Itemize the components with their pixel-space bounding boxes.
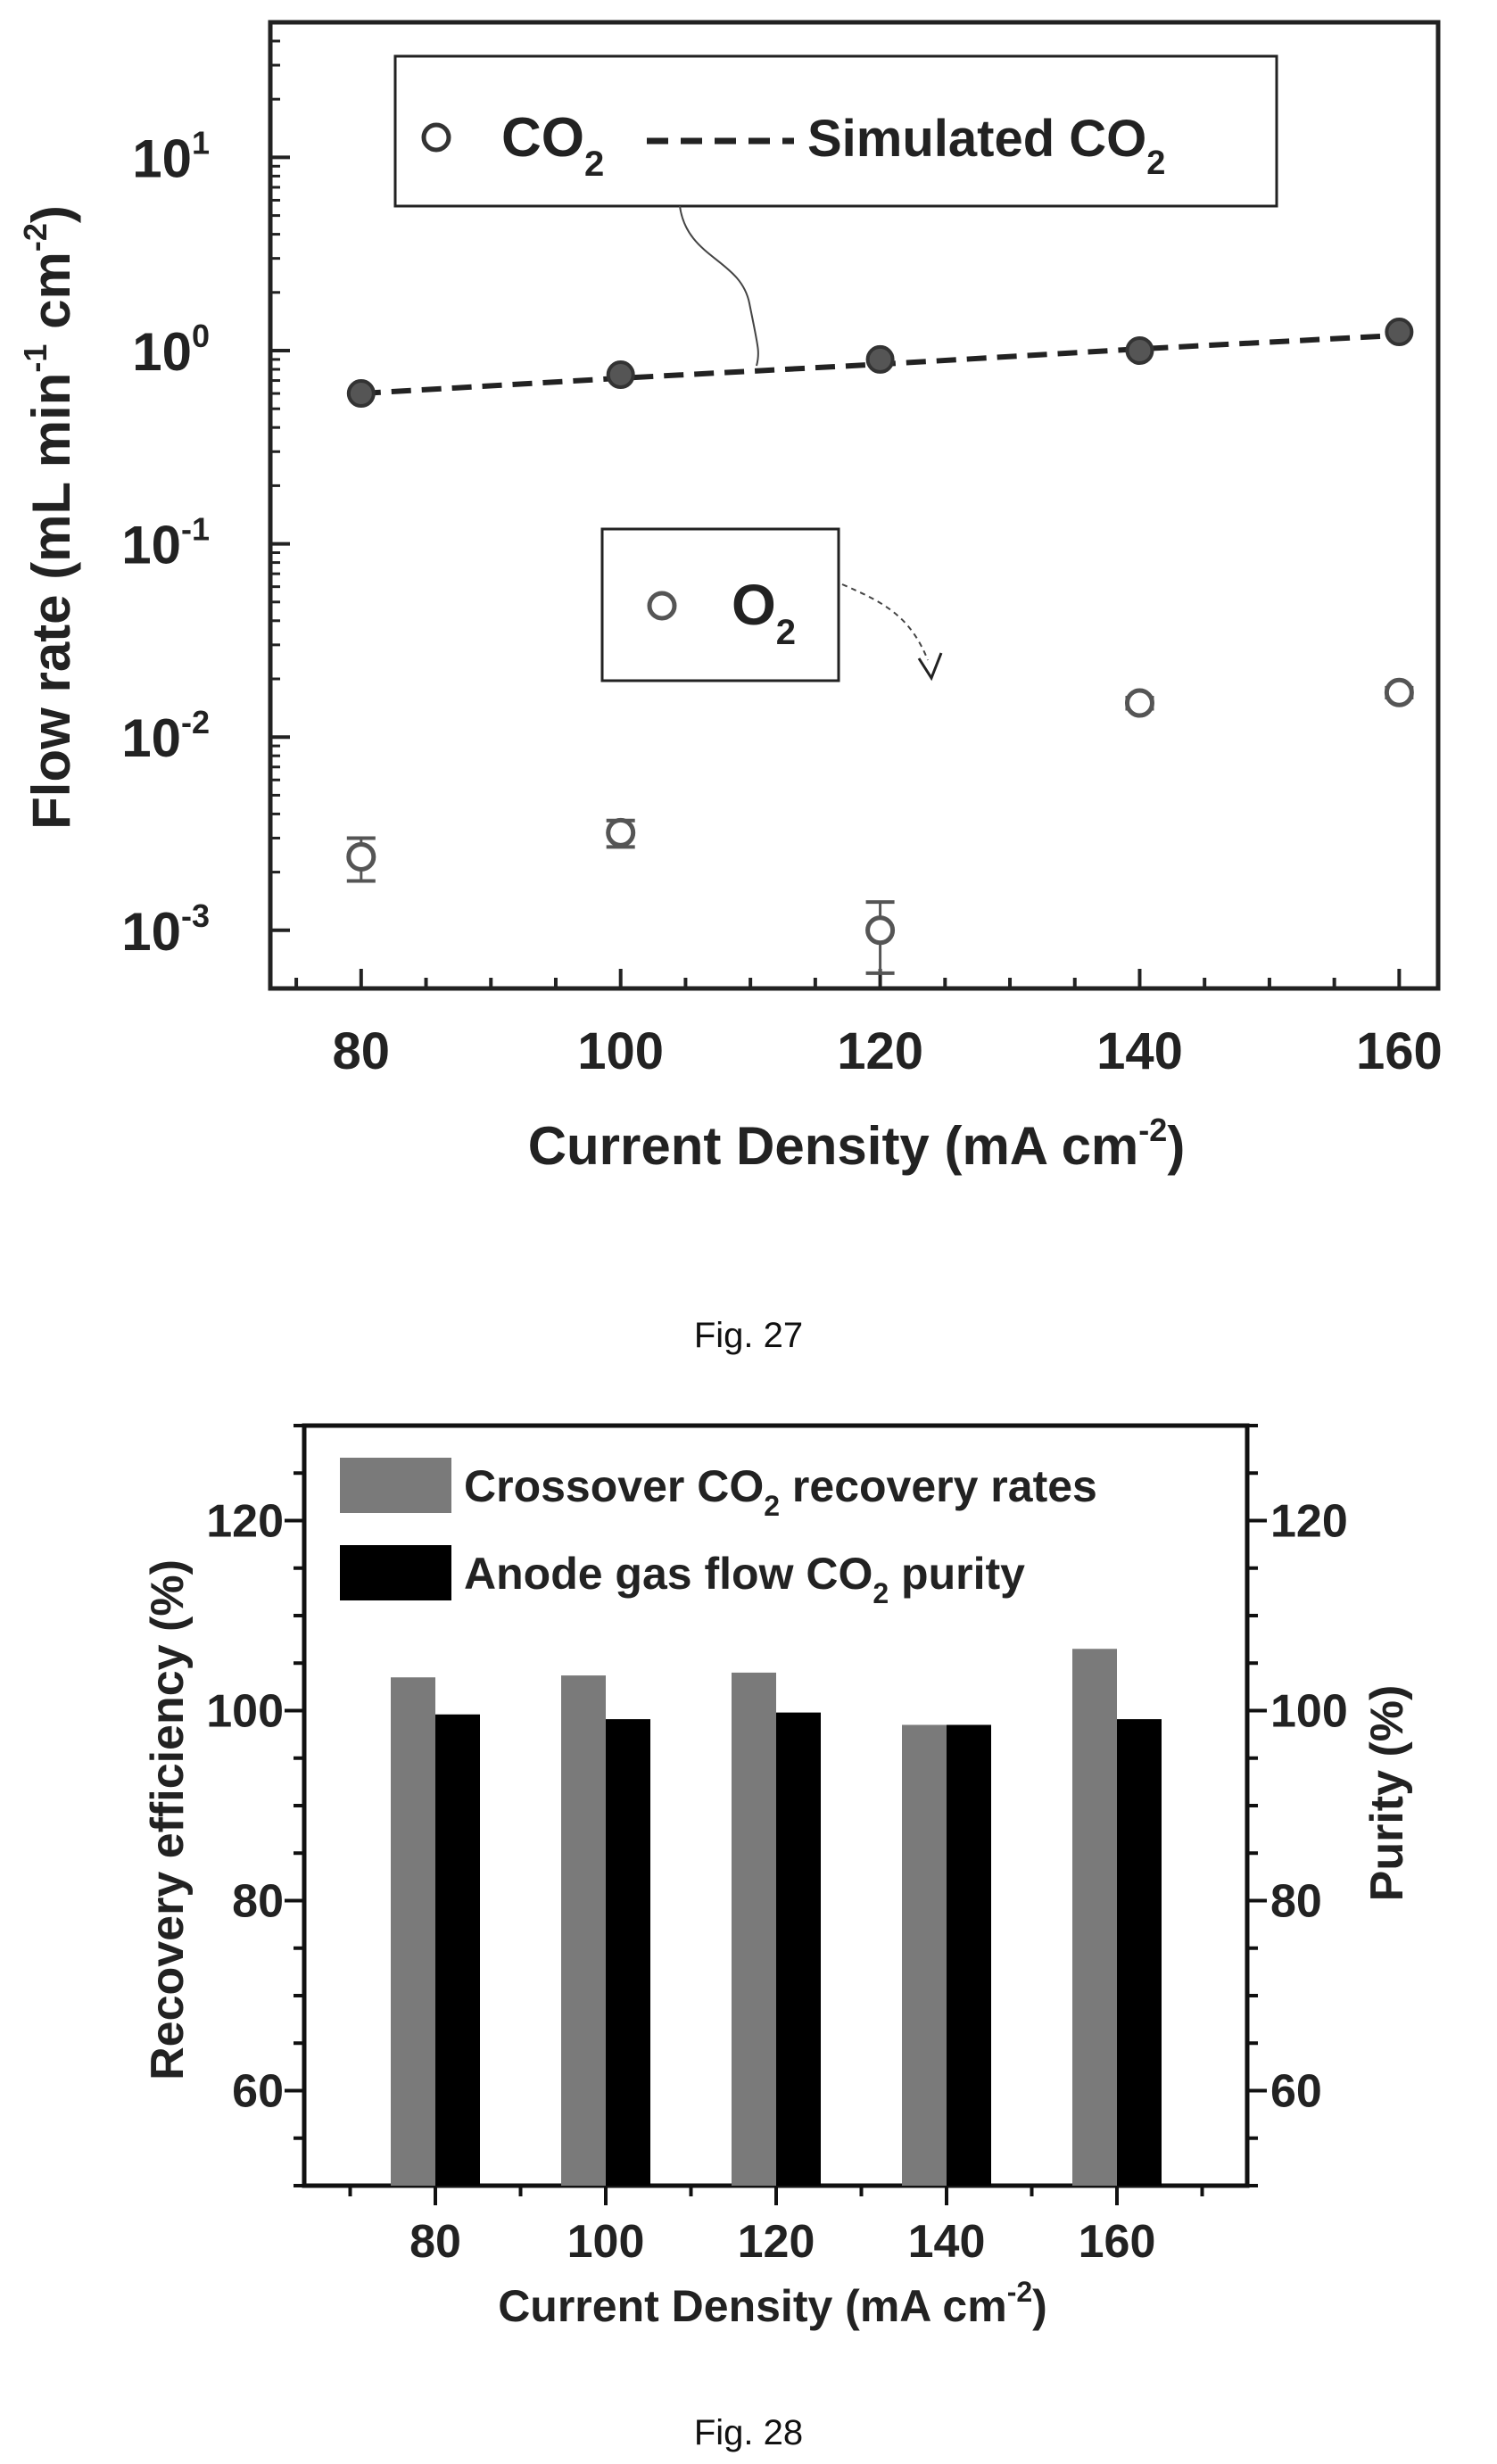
figure-caption-27: Fig. 27 bbox=[694, 1316, 803, 1355]
x-tick-label-2: 80 bbox=[409, 2216, 461, 2268]
recovery-bar bbox=[1072, 1649, 1117, 2186]
y-tick-label-right: 120 bbox=[1270, 1496, 1348, 1548]
x-tick-label-2: 100 bbox=[567, 2216, 645, 2268]
legend-bars: Crossover CO2 recovery rates Anode gas f… bbox=[340, 1458, 1097, 1609]
y-tick-label-right: 80 bbox=[1270, 1876, 1322, 1928]
x-axis-title-2: Current Density (mA cm-2) bbox=[498, 2276, 1047, 2331]
y-tick-label: 100 bbox=[132, 318, 210, 382]
legend-label-o2: O2 bbox=[732, 573, 796, 652]
recovery-chart: 60 60 80 80 100 100 120 120 80 100 120 140 160 Cros… bbox=[142, 1423, 1413, 2331]
figure-caption-28: Fig. 28 bbox=[694, 2413, 803, 2452]
x-tick-label-2: 140 bbox=[908, 2216, 986, 2268]
y-tick-label-left: 60 bbox=[232, 2066, 284, 2118]
x-tick-label-2: 120 bbox=[738, 2216, 815, 2268]
o2-data-point bbox=[606, 817, 636, 848]
x-tick-label-2: 160 bbox=[1079, 2216, 1156, 2268]
legend-label-co2: CO2 bbox=[501, 107, 604, 184]
bar-series bbox=[391, 1649, 1162, 2186]
x-tick-label: 120 bbox=[837, 1022, 923, 1080]
y-tick-label-left: 80 bbox=[232, 1876, 284, 1928]
y-tick-label-left: 120 bbox=[206, 1496, 284, 1548]
legend-swatch-recovery bbox=[340, 1458, 451, 1513]
purity-bar bbox=[947, 1724, 991, 2186]
y-tick-label-right: 100 bbox=[1270, 1686, 1348, 1738]
flow-rate-chart: 80 100 120 140 160 10-3 10-2 10-1 100 101 CO2 Si… bbox=[17, 20, 1443, 1176]
legend-open-circle-marker-o2 bbox=[647, 591, 677, 621]
y-tick-label-left: 100 bbox=[206, 1686, 284, 1738]
y-tick-label: 10-2 bbox=[121, 704, 210, 768]
o2-data-point bbox=[1384, 677, 1414, 707]
co2-data-point bbox=[1385, 318, 1414, 347]
y-tick-label: 10-1 bbox=[121, 511, 210, 575]
o2-data-point bbox=[1124, 688, 1154, 718]
legend-o2: O2 bbox=[600, 527, 840, 682]
legend-co2: CO2 Simulated CO2 bbox=[393, 54, 1278, 208]
purity-bar bbox=[606, 1719, 650, 2186]
y-tick-labels: 10-3 10-2 10-1 100 101 bbox=[121, 124, 210, 961]
y-tick-labels-2: 60 60 80 80 100 100 120 120 bbox=[206, 1496, 1348, 2118]
o2-data-point bbox=[346, 841, 376, 872]
x-tick-labels-2: 80 100 120 140 160 bbox=[409, 2216, 1155, 2268]
y-tick-label-right: 60 bbox=[1270, 2066, 1322, 2118]
co2-data-point bbox=[606, 360, 635, 390]
axis-ticks-2 bbox=[285, 1424, 1267, 2205]
y-axis-title-right: Purity (%) bbox=[1361, 1685, 1413, 1902]
legend-open-circle-marker bbox=[421, 122, 451, 153]
co2-data-point bbox=[346, 379, 376, 409]
recovery-bar bbox=[561, 1675, 606, 2186]
purity-bar bbox=[776, 1712, 821, 2186]
legend-swatch-purity bbox=[340, 1545, 451, 1600]
purity-bar bbox=[435, 1714, 480, 2186]
legend-label-simulated-co2: Simulated CO2 bbox=[807, 110, 1165, 182]
arrow-head-icon bbox=[917, 652, 943, 682]
legend-label-purity: Anode gas flow CO2 purity bbox=[464, 1549, 1025, 1609]
recovery-bar bbox=[902, 1724, 947, 2186]
x-tick-label: 140 bbox=[1096, 1022, 1183, 1080]
plot-frame bbox=[268, 20, 1441, 991]
x-tick-labels: 80 100 120 140 160 bbox=[333, 1022, 1443, 1080]
y-axis-title: Flow rate (mL min-1 cm-2) bbox=[17, 205, 81, 830]
y-tick-label: 101 bbox=[132, 124, 210, 188]
co2-data-point bbox=[1125, 335, 1154, 365]
purity-bar bbox=[1117, 1719, 1162, 2186]
x-axis-title: Current Density (mA cm-2) bbox=[528, 1112, 1186, 1176]
y-tick-label: 10-3 bbox=[121, 897, 210, 962]
x-tick-label: 160 bbox=[1356, 1022, 1443, 1080]
legend-label-recovery: Crossover CO2 recovery rates bbox=[464, 1461, 1097, 1522]
x-tick-label: 80 bbox=[333, 1022, 391, 1080]
co2-data-point bbox=[865, 344, 895, 374]
y-axis-title-left: Recovery efficiency (%) bbox=[142, 1559, 194, 2080]
recovery-bar bbox=[391, 1677, 435, 2186]
data-series bbox=[346, 318, 1414, 975]
x-tick-label: 100 bbox=[577, 1022, 664, 1080]
legend-pointer-line-co2 bbox=[679, 205, 759, 367]
o2-data-point bbox=[865, 915, 896, 946]
recovery-bar bbox=[732, 1672, 776, 2186]
legend-pointer-line-o2 bbox=[841, 583, 929, 661]
